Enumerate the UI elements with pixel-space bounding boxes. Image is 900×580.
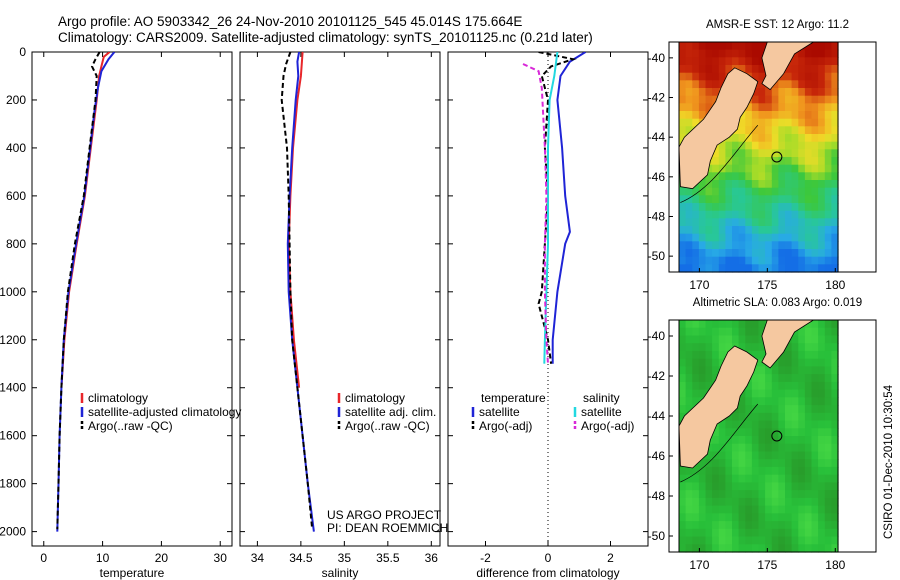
sla-map-ytick-label: -48 [648,489,666,503]
difference-series-temperature-satellite [551,52,587,364]
sst-map-isobath [680,125,759,203]
temperature-series-satellite-adjusted-climatology [56,52,116,532]
difference-series-temperature-argo-adj- [537,52,577,364]
depth-tick-label: 200 [6,93,26,107]
sst-map-ytick-label: -48 [648,209,666,223]
temperature-xtick-label: 20 [155,551,169,565]
sst-map-argo-marker [771,151,783,163]
temperature-series-argo-raw-qc- [56,52,101,530]
sst-map-ytick-label: -46 [648,170,666,184]
depth-tick-label: 1800 [0,477,26,491]
diff-legend-title-temperature: temperature [481,391,546,405]
diff-temp-legend-label: Argo(-adj) [479,419,532,433]
temperature-xtick-label: 10 [96,551,110,565]
sst-map-ytick-label: -42 [648,91,666,105]
temperature-legend-label: satellite-adjusted climatology [88,405,241,419]
salinity-xtick-label: 35.5 [376,551,400,565]
salinity-legend-label: climatology [345,391,405,405]
salinity-legend-label: satellite adj. clim. [345,405,436,419]
salinity-series-satellite-adj-clim- [286,52,315,532]
temperature-xtick-label: 0 [40,551,47,565]
difference-series-salinity-argo-adj- [522,63,549,364]
depth-tick-label: 1400 [0,381,26,395]
temperature-legend-label: Argo(..raw -QC) [88,419,173,433]
sla-map-title: Altimetric SLA: 0.083 Argo: 0.019 [693,297,862,309]
credit-line-2: PI: DEAN ROEMMICH [327,521,448,535]
salinity-series-argo-raw-qc- [280,52,314,530]
temperature-frame [31,51,233,547]
depth-tick-label: 1600 [0,429,26,443]
sla-map-argo-marker [771,430,783,442]
depth-tick-label: 2000 [0,525,26,539]
depth-tick-label: 600 [6,189,26,203]
footer-stamp: CSIRO 01-Dec-2010 10:30:54 [883,384,895,539]
sst-map-xtick-label: 180 [825,278,845,292]
sst-map-ytick-label: -50 [648,249,666,263]
difference-xtick-label: 2 [607,551,614,565]
sla-map-ytick-label: -40 [648,329,666,343]
sst-map-ytick-label: -44 [648,130,666,144]
credit-line-1: US ARGO PROJECT [327,508,442,522]
depth-tick-label: 0 [19,45,26,59]
sla-map-xtick-label: 170 [689,558,709,572]
salinity-frame [239,51,441,547]
difference-xtick-label: -2 [480,551,491,565]
sla-map-xtick-label: 180 [825,558,845,572]
sla-map-ytick-label: -44 [648,409,666,423]
diff-sal-legend-label: satellite [581,405,622,419]
depth-tick-label: 1200 [0,333,26,347]
diff-sal-legend-label: Argo(-adj) [581,419,634,433]
temperature-series-climatology [60,52,111,388]
sst-map-title: AMSR-E SST: 12 Argo: 11.2 [706,19,849,31]
sst-map-south-island [678,67,759,190]
sla-map-xtick-label: 175 [757,558,777,572]
salinity-xtick-label: 34.5 [289,551,313,565]
salinity-xtick-label: 35 [338,551,352,565]
difference-xtick-label: 0 [545,551,552,565]
depth-tick-label: 400 [6,141,26,155]
sla-map-axes-box [668,319,877,553]
sla-map-ytick-label: -42 [648,369,666,383]
salinity-xtick-label: 34 [251,551,265,565]
sst-map-ytick-label: -40 [648,51,666,65]
sla-map-ytick-label: -46 [648,449,666,463]
temperature-xtick-label: 30 [214,551,228,565]
salinity-legend-label: Argo(..raw -QC) [345,419,430,433]
diff-legend-title-salinity: salinity [583,391,620,405]
difference-series-salinity-satellite [543,52,559,364]
difference-xlabel: difference from climatology [476,566,619,580]
temperature-xlabel: temperature [100,566,165,580]
salinity-xlabel: salinity [322,566,359,580]
sla-map-isobath [680,403,759,483]
header-line-1: Argo profile: AO 5903342_26 24-Nov-2010 … [58,14,523,29]
sla-map-ytick-label: -50 [648,529,666,543]
depth-tick-label: 800 [6,237,26,251]
depth-tick-label: 1000 [0,285,26,299]
header-line-2: Climatology: CARS2009. Satellite-adjuste… [58,30,593,45]
sst-map-xtick-label: 170 [689,278,709,292]
temperature-legend-label: climatology [88,391,148,405]
sst-map-axes-box [668,41,877,273]
diff-temp-legend-label: satellite [479,405,520,419]
sst-map-xtick-label: 175 [757,278,777,292]
sla-map-south-island [678,345,759,469]
salinity-xtick-label: 36 [425,551,439,565]
